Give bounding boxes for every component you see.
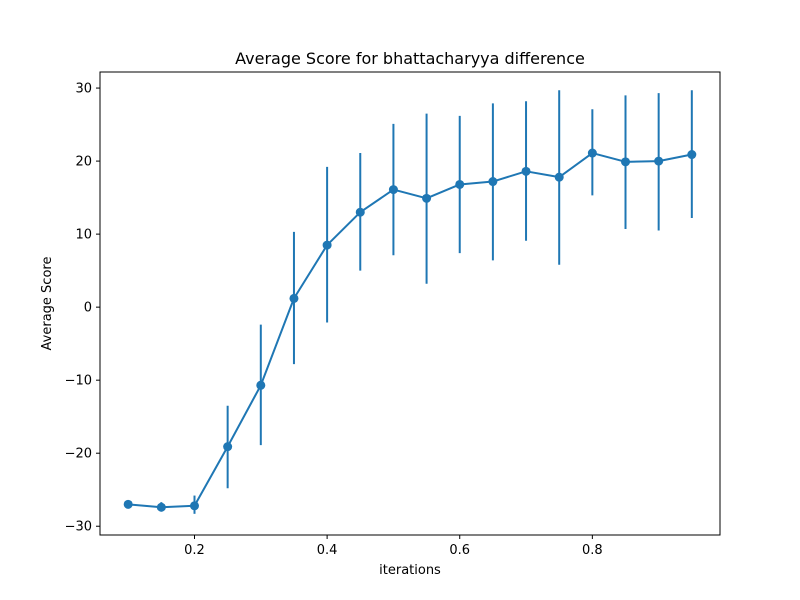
data-point: [687, 150, 697, 160]
data-point: [587, 148, 597, 158]
y-axis-label: Average Score: [40, 257, 55, 351]
data-point: [123, 499, 133, 509]
data-point: [355, 207, 365, 217]
data-point: [521, 166, 531, 176]
x-tick-label: 0.8: [582, 543, 603, 558]
data-point: [223, 442, 233, 452]
data-point: [654, 156, 664, 166]
data-point: [621, 157, 631, 167]
y-tick-label: 30: [75, 82, 92, 97]
data-point: [488, 177, 498, 187]
y-tick-label: 10: [75, 228, 92, 243]
data-point: [554, 172, 564, 182]
x-axis-label: iterations: [379, 563, 441, 578]
y-tick-label: 0: [84, 301, 92, 316]
series-layer: [123, 90, 697, 514]
chart-title: Average Score for bhattacharyya differen…: [235, 49, 585, 68]
plot-frame: [99, 71, 721, 536]
x-tick-label: 0.2: [184, 543, 205, 558]
data-point: [256, 380, 266, 390]
data-point: [388, 185, 398, 195]
y-tick-label: −20: [65, 447, 92, 462]
data-point: [455, 179, 465, 189]
y-tick-label: 20: [75, 155, 92, 170]
data-point: [422, 193, 432, 203]
data-point: [189, 501, 199, 511]
series-line: [128, 152, 693, 509]
x-tick-label: 0.4: [317, 543, 338, 558]
data-point: [289, 293, 299, 303]
x-axis: 0.2 0.4 0.6 0.8: [184, 535, 603, 558]
x-tick-label: 0.6: [449, 543, 470, 558]
y-tick-label: −30: [65, 520, 92, 535]
y-tick-label: −10: [65, 374, 92, 389]
data-point: [156, 502, 166, 512]
y-axis: −30 −20 −10 0 10 20 30: [65, 82, 100, 535]
data-point: [322, 240, 332, 250]
